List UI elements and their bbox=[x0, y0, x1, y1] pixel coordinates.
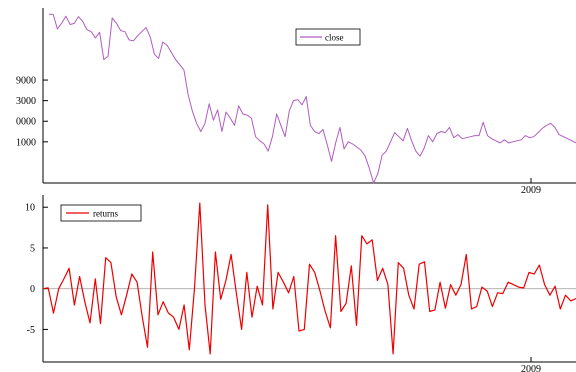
close-series-line bbox=[48, 13, 576, 184]
returns-legend: returns bbox=[60, 204, 142, 222]
returns-y-ticks: 10 5 0 -5 bbox=[25, 203, 48, 336]
returns-panel: 10 5 0 -5 2009 returns bbox=[25, 195, 576, 372]
y-tick-label: 5 bbox=[30, 243, 35, 254]
close-panel: 9000 3000 0000 1000 2009 close bbox=[16, 8, 576, 196]
close-legend: close bbox=[295, 28, 361, 46]
x-tick-label: 2009 bbox=[521, 185, 541, 196]
y-tick-label: 0 bbox=[30, 284, 35, 295]
y-tick-label: 10 bbox=[25, 203, 35, 214]
y-tick-label: 1000 bbox=[16, 137, 36, 148]
close-legend-box bbox=[295, 28, 361, 46]
close-y-ticks: 9000 3000 0000 1000 bbox=[16, 76, 48, 148]
returns-legend-box bbox=[60, 204, 142, 222]
x-tick-label: 2009 bbox=[521, 364, 541, 372]
returns-series-line bbox=[42, 202, 576, 355]
close-x-ticks: 2009 bbox=[521, 178, 541, 196]
y-tick-label: 0000 bbox=[16, 117, 36, 128]
returns-x-ticks: 2009 bbox=[521, 357, 541, 372]
y-tick-label: 9000 bbox=[16, 76, 36, 87]
close-legend-label: close bbox=[325, 33, 344, 43]
returns-legend-label: returns bbox=[93, 209, 118, 219]
y-tick-label: 3000 bbox=[16, 96, 36, 107]
y-tick-label: -5 bbox=[27, 325, 35, 336]
